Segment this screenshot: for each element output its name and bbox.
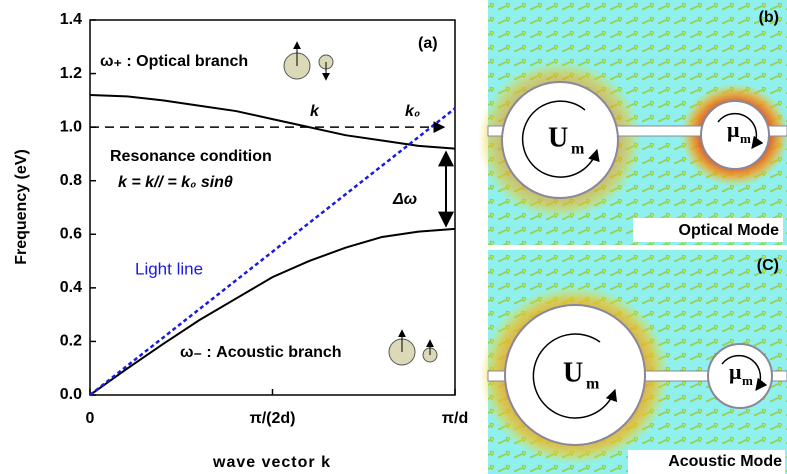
optical-mode-panel — [478, 0, 787, 245]
y-axis-label: Frequency (eV) — [13, 149, 30, 265]
acoustic-icon — [389, 330, 437, 365]
panel-label: (b) — [759, 9, 779, 26]
k0-label: k₀ — [405, 103, 420, 120]
light-line-label: Light line — [135, 259, 203, 278]
optical-icon — [284, 42, 333, 80]
y-tick-label: 0.0 — [60, 386, 82, 403]
y-tick-label: 1.2 — [60, 65, 82, 82]
panel-caption: Acoustic Mode — [668, 453, 782, 470]
y-tick-label: 0.4 — [60, 279, 82, 296]
big-ring-label: U — [548, 122, 568, 153]
series-line — [90, 229, 455, 395]
y-tick-label: 0.8 — [60, 172, 82, 189]
small-ring-sub: m — [742, 373, 753, 388]
panel-label: (a) — [418, 35, 438, 52]
delta-omega-label: Δω — [392, 191, 417, 208]
panel-caption: Optical Mode — [679, 222, 780, 239]
panel-label: (C) — [757, 257, 779, 274]
series-line — [90, 95, 455, 149]
y-tick-label: 0.2 — [60, 333, 82, 350]
x-tick-label: 0 — [86, 410, 95, 427]
x-tick-label: π/(2d) — [249, 410, 295, 427]
equation: k = k// = k₀ sinθ — [118, 174, 233, 191]
x-tick-label: π/d — [442, 410, 468, 427]
acoustic-label: ω₋ : Acoustic branch — [180, 344, 342, 361]
small-ring-sub: m — [740, 131, 751, 146]
big-ring-sub: m — [571, 141, 585, 158]
optical-label: ω₊ : Optical branch — [100, 53, 248, 70]
k-label: k — [310, 103, 320, 120]
small-ring-label: μ — [729, 359, 742, 384]
small-ring-label: μ — [727, 117, 740, 142]
big-ring-label: U — [563, 357, 583, 388]
y-tick-label: 1.4 — [60, 11, 82, 28]
y-tick-label: 0.6 — [60, 226, 82, 243]
big-ring-sub: m — [586, 376, 600, 393]
figure: Frequency (eV) wave vector k (a) ω₊ : Op… — [0, 0, 787, 474]
x-axis-label: wave vector k — [212, 454, 331, 471]
y-tick-label: 1.0 — [60, 118, 82, 135]
resonance-label: Resonance condition — [110, 148, 272, 165]
